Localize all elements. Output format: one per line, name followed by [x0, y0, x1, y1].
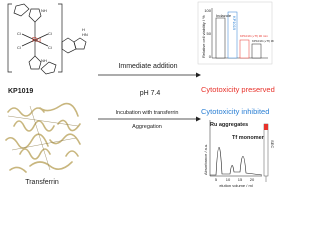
- outcome-preserved: Cytotoxicity preserved: [201, 85, 275, 94]
- ligand-label: Cl: [48, 31, 52, 36]
- bottom-path-label: Incubation with transferrin: [116, 110, 179, 116]
- nh-label: NH: [41, 58, 47, 63]
- sec-chart: [209, 120, 269, 182]
- compound-label: KP1019: [8, 88, 33, 95]
- y-axis-label: Absorbance / a.u.: [203, 144, 208, 175]
- x-tick-label: 5: [215, 177, 218, 182]
- nh-label: HN: [82, 32, 88, 37]
- y-tick-label: 100: [204, 8, 211, 13]
- x-tick-label: 10: [226, 177, 231, 182]
- x-tick-label: 15: [238, 177, 243, 182]
- y-tick-label: 0: [209, 54, 212, 59]
- arrowhead: [196, 72, 201, 78]
- condition-label: pH 7.4: [140, 90, 161, 97]
- protein-label: Transferrin: [25, 179, 59, 186]
- bar-label: KP1019 (+Tf) 30 min: [240, 34, 268, 38]
- kp1019-structure: [7, 3, 87, 75]
- peak-label: Ru aggregates: [210, 122, 248, 128]
- outcome-inhibited: Cytotoxicity inhibited: [201, 107, 269, 116]
- bottom-path-label: Aggregation: [132, 124, 162, 130]
- viability-chart: [197, 1, 273, 65]
- ligand-label: Cl: [48, 45, 52, 50]
- y-tick-label: 50: [207, 31, 212, 36]
- figure: Ru Cl Cl Cl Cl NH NH HN H KP1019 Immedia…: [5, 1, 275, 188]
- top-path-label: Immediate addition: [118, 63, 177, 70]
- bar-label: Indazole: [216, 13, 232, 18]
- page: Ru Cl Cl Cl Cl NH NH HN H KP1019 Immedia…: [5, 1, 275, 188]
- column-label: SEC: [270, 140, 275, 148]
- bar-label: KP1019: [232, 16, 237, 31]
- nh-label: NH: [41, 8, 47, 13]
- ligand-label: Cl: [17, 31, 21, 36]
- arrowhead: [196, 116, 201, 122]
- y-axis-label: Relative cell viability / %: [201, 15, 206, 58]
- nh-label: H: [82, 27, 85, 32]
- ligand-label: Cl: [17, 45, 21, 50]
- protein-cartoon: [5, 102, 81, 173]
- metal-label: Ru: [32, 37, 41, 44]
- x-axis-label: elution volume / ml: [219, 183, 252, 188]
- bar-label: KP1019 (+Tf) 3h: [252, 39, 274, 43]
- peak-label: Tf monomer: [232, 135, 265, 141]
- x-tick-label: 20: [250, 177, 255, 182]
